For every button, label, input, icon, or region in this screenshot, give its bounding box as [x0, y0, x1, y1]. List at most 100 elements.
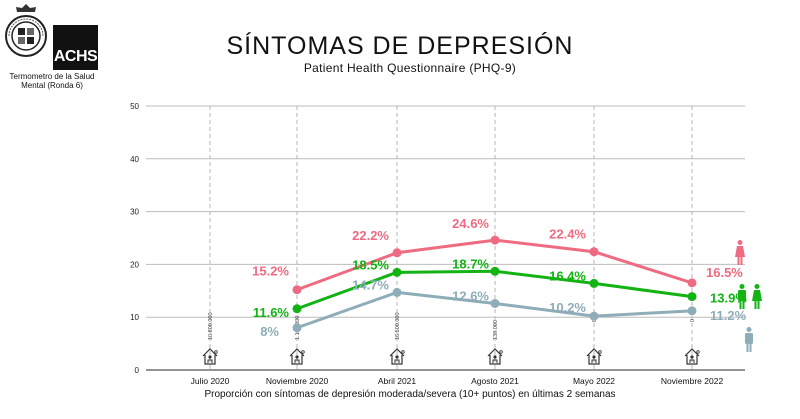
data-label: 16.5%	[706, 265, 743, 280]
event-note: 16.500.000	[395, 312, 401, 340]
x-tick-label: Noviembre 2022	[661, 376, 724, 386]
data-label: 22.4%	[549, 227, 586, 242]
virus-mark	[499, 350, 503, 354]
data-label: 13.9%	[710, 291, 747, 306]
person-dress	[735, 246, 745, 257]
man-icon	[738, 284, 746, 309]
university-seal-logo	[4, 2, 48, 70]
data-label: 10.2%	[549, 300, 586, 315]
virus-mark	[214, 350, 218, 354]
event-note: 139.000	[493, 320, 499, 340]
person-leg-right	[742, 300, 745, 309]
data-point	[589, 311, 599, 321]
data-label: 11.6%	[253, 305, 290, 320]
data-label: 16.4%	[549, 268, 586, 283]
event-note: 0	[690, 319, 696, 322]
person-body	[294, 359, 300, 363]
x-tick-label: Noviembre 2020	[266, 376, 329, 386]
data-point	[687, 292, 697, 302]
house-outline	[202, 348, 218, 365]
person-head	[754, 284, 760, 289]
data-point	[292, 323, 302, 333]
data-label: 11.2%	[710, 308, 747, 323]
chart-subtitle: Patient Health Questionnaire (PHQ-9)	[303, 61, 517, 75]
data-point	[292, 285, 302, 295]
person-dress	[752, 290, 762, 301]
person-head	[395, 355, 399, 359]
house-outline	[389, 348, 405, 365]
data-point	[490, 235, 500, 245]
data-point	[589, 278, 599, 288]
data-point	[392, 248, 402, 258]
house-outline	[586, 348, 602, 365]
person-head	[690, 355, 694, 359]
data-point	[392, 267, 402, 277]
logo-caption-line1: Termometro de la Salud	[9, 72, 95, 81]
data-label: 14.7%	[352, 277, 389, 292]
virus-mark	[401, 350, 405, 354]
logo-caption: Termometro de la Salud Mental (Ronda 6)	[2, 72, 102, 90]
legend-layer	[735, 240, 762, 352]
person-body	[207, 359, 213, 363]
person-torso	[738, 290, 746, 301]
person-leg-right	[740, 256, 743, 265]
person-leg-right	[757, 300, 760, 309]
woman-icon	[735, 240, 745, 265]
person-leg-right	[749, 343, 752, 352]
person-body	[394, 359, 400, 363]
data-label: 8%	[260, 324, 279, 339]
person-leg-left	[739, 300, 742, 309]
data-point	[687, 306, 697, 316]
person-head	[737, 240, 743, 245]
person-leg-left	[746, 343, 749, 352]
house-icon	[684, 348, 700, 365]
house-outline	[684, 348, 700, 365]
virus-mark	[301, 350, 305, 354]
virus-mark	[598, 350, 602, 354]
person-head	[493, 355, 497, 359]
person-head	[746, 327, 752, 332]
x-axis-label: Proporción con síntomas de depresión mod…	[204, 389, 616, 400]
y-tick-label: 0	[135, 366, 140, 375]
person-leg-left	[754, 300, 757, 309]
x-tick-label: Julio 2020	[191, 376, 230, 386]
data-point	[292, 304, 302, 314]
woman-icon	[752, 284, 762, 309]
virus-mark	[696, 350, 700, 354]
house-outline	[487, 348, 503, 365]
data-label: 15.2%	[252, 264, 289, 279]
person-head	[592, 355, 596, 359]
y-tick-label: 30	[130, 208, 139, 217]
label-layer: 15.2% 22.2% 24.6% 22.4% 16.5% 11.6% 18.5% 18.7%…	[252, 216, 747, 339]
house-icon	[487, 348, 503, 365]
x-tick-label: Mayo 2022	[573, 376, 615, 386]
person-head	[739, 284, 745, 289]
data-point	[392, 287, 402, 297]
y-tick-label: 10	[130, 313, 139, 322]
person-leg-left	[737, 256, 740, 265]
series-layer	[292, 235, 697, 333]
event-note: 10.800.000	[208, 312, 214, 340]
chart-title: SÍNTOMAS DE DEPRESIÓN	[226, 32, 574, 60]
person-body	[492, 359, 498, 363]
data-point	[687, 278, 697, 288]
data-label: 22.2%	[352, 228, 389, 243]
person-body	[689, 359, 695, 363]
y-tick-label: 40	[130, 155, 139, 164]
house-outline	[289, 348, 305, 365]
data-label: 24.6%	[452, 216, 489, 231]
person-body	[591, 359, 597, 363]
data-label: 18.7%	[452, 256, 489, 271]
person-head	[295, 355, 299, 359]
data-label: 12.6%	[452, 288, 489, 303]
data-point	[490, 298, 500, 308]
x-tick-label: Abril 2021	[378, 376, 417, 386]
y-tick-label: 50	[130, 102, 139, 111]
logo-caption-line2: Mental (Ronda 6)	[21, 81, 83, 90]
data-point	[589, 247, 599, 257]
person-torso	[745, 333, 753, 344]
house-icon	[586, 348, 602, 365]
data-point	[490, 266, 500, 276]
y-tick-label: 20	[130, 260, 139, 269]
